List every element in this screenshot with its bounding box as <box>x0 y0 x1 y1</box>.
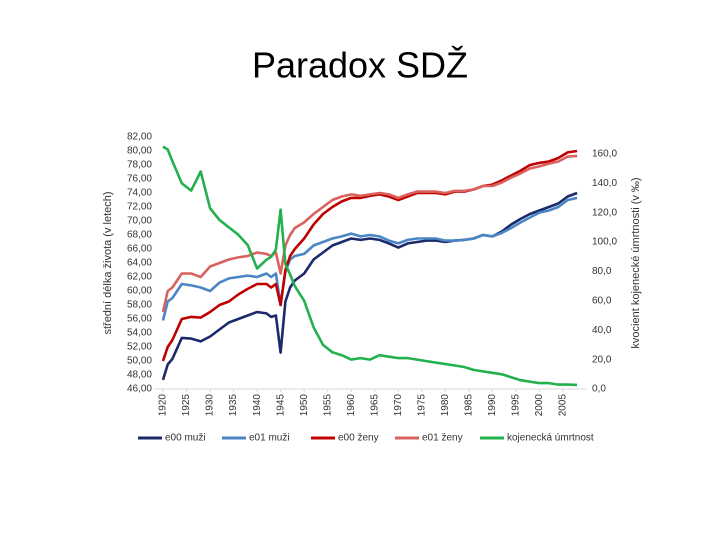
x-tick-label: 1985 <box>464 394 475 417</box>
series-line <box>161 154 578 313</box>
legend-label: kojenecká úmrtnost <box>507 433 594 444</box>
y-tick-label: 82,00 <box>127 132 152 143</box>
series-line <box>161 196 578 321</box>
y-tick-label: 54,00 <box>127 328 152 339</box>
y-tick-label: 50,00 <box>127 356 152 367</box>
x-tick-label: 1920 <box>158 394 169 417</box>
x-tick-label: 1990 <box>487 394 498 417</box>
y2-tick-label: 100,0 <box>592 237 617 248</box>
y-tick-label: 48,00 <box>127 370 152 381</box>
x-tick-label: 1930 <box>205 394 216 417</box>
y-tick-label: 46,00 <box>127 384 152 395</box>
y-tick-label: 60,00 <box>127 286 152 297</box>
x-tick-label: 1935 <box>228 394 239 417</box>
y2-tick-label: 0,0 <box>592 384 606 395</box>
legend-label: e01 ženy <box>422 433 463 444</box>
y2-tick-label: 40,0 <box>592 325 612 336</box>
x-tick-label: 1955 <box>322 394 333 417</box>
y-tick-label: 58,00 <box>127 300 152 311</box>
x-tick-label: 1960 <box>346 394 357 417</box>
y-tick-label: 76,00 <box>127 174 152 185</box>
y-tick-label: 62,00 <box>127 272 152 283</box>
y-tick-label: 64,00 <box>127 258 152 269</box>
y-tick-label: 52,00 <box>127 342 152 353</box>
x-tick-label: 1970 <box>393 394 404 417</box>
y-tick-label: 66,00 <box>127 244 152 255</box>
x-tick-label: 1980 <box>440 394 451 417</box>
y-tick-label: 72,00 <box>127 202 152 213</box>
legend-label: e00 ženy <box>338 433 379 444</box>
x-tick-label: 2000 <box>534 394 545 417</box>
x-tick-label: 2005 <box>558 394 569 417</box>
y-tick-label: 68,00 <box>127 230 152 241</box>
y2-tick-label: 140,0 <box>592 178 617 189</box>
series-line <box>161 149 578 362</box>
y-tick-label: 70,00 <box>127 216 152 227</box>
y2-axis-label: kvocient kojenecké úmrtnosti (v ‰) <box>630 177 642 348</box>
x-tick-label: 1945 <box>275 394 286 417</box>
series-line <box>161 191 578 381</box>
slide-title: Paradox SDŽ <box>252 45 468 86</box>
series-line <box>162 145 578 387</box>
x-tick-label: 1975 <box>416 394 427 417</box>
x-tick-label: 1995 <box>511 394 522 417</box>
y2-tick-label: 120,0 <box>592 207 617 218</box>
legend-label: e01 muži <box>249 433 290 444</box>
y-tick-label: 80,00 <box>127 146 152 157</box>
x-tick-label: 1965 <box>369 394 380 417</box>
y2-tick-label: 60,0 <box>592 295 612 306</box>
y2-tick-label: 160,0 <box>592 149 617 160</box>
y-axis-label: střední délka života (v letech) <box>102 191 114 334</box>
y2-tick-label: 80,0 <box>592 266 612 277</box>
y-tick-label: 78,00 <box>127 160 152 171</box>
legend-label: e00 muži <box>165 433 206 444</box>
y-tick-label: 56,00 <box>127 314 152 325</box>
y-tick-label: 74,00 <box>127 188 152 199</box>
x-tick-label: 1950 <box>299 394 310 417</box>
x-tick-label: 1925 <box>181 394 192 417</box>
y2-tick-label: 20,0 <box>592 354 612 365</box>
x-tick-label: 1940 <box>252 394 263 417</box>
